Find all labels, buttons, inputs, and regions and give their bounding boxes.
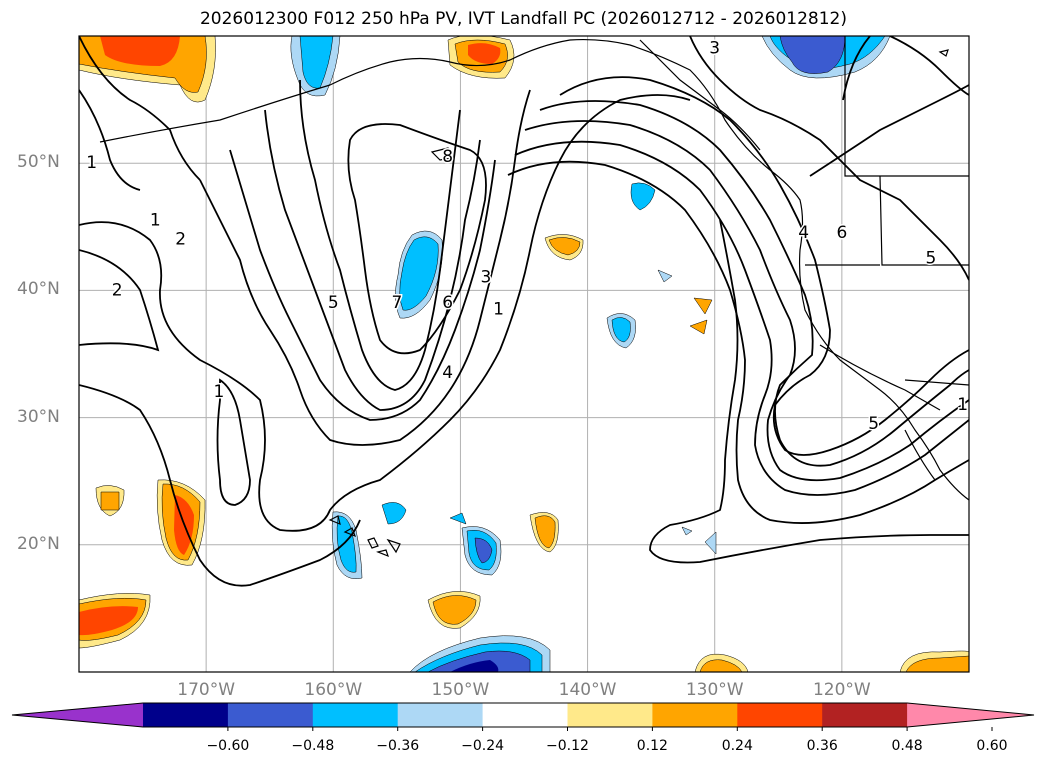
negative-anomaly-patch [630, 182, 656, 211]
map-background [79, 36, 969, 672]
pv-contour-label: 7 [391, 293, 402, 313]
pv-contour-label: 1 [150, 210, 161, 230]
longitude-label: 120°W [812, 680, 871, 700]
positive-anomaly-patch [694, 653, 749, 672]
colorbar-swatch [482, 703, 568, 727]
colorbar [11, 702, 1035, 731]
latitude-label: 30°N [17, 406, 60, 427]
colorbar-tick-label: −0.60 [206, 738, 250, 754]
colorbar-swatch [227, 703, 314, 727]
positive-anomaly-patch [689, 319, 708, 335]
colorbar-outline [11, 702, 1035, 728]
colorbar-tick-label: 0.48 [891, 738, 923, 754]
negative-anomaly-patch [461, 526, 502, 576]
colorbar-swatch [143, 703, 229, 727]
colorbar-swatch [397, 703, 484, 727]
negative-anomaly-patch [657, 269, 673, 283]
negative-anomaly-patch [606, 313, 636, 349]
pv-contour-label: 5 [925, 249, 936, 269]
negative-anomaly-patch [704, 531, 717, 555]
negative-anomaly-patch [449, 512, 467, 525]
map-title: 2026012300 F012 250 hPa PV, IVT Landfall… [199, 9, 847, 29]
colorbar-swatch [737, 703, 823, 727]
pv-contour-label: 1 [957, 395, 968, 415]
negative-anomaly-patch [331, 511, 363, 579]
positive-anomaly-patch [899, 650, 969, 672]
negative-anomaly-patch [761, 36, 891, 79]
colorbar-tick-label: −0.36 [376, 738, 420, 754]
longitude-label: 140°W [558, 680, 617, 700]
pv-contour-label: 6 [836, 223, 847, 243]
negative-anomaly-patch [409, 635, 551, 672]
positive-anomaly-patch [544, 234, 584, 261]
positive-anomaly-patch [79, 36, 216, 103]
pv-contour-label: 6 [442, 293, 453, 313]
colorbar-swatch [652, 703, 738, 727]
latitude-label: 20°N [17, 533, 60, 554]
pv-contour-label: 4 [442, 363, 453, 383]
colorbar-tick-label: −0.24 [461, 738, 505, 754]
negative-anomaly-patch [290, 36, 341, 97]
latitude-label: 50°N [17, 152, 60, 173]
positive-anomaly-patch [427, 591, 481, 629]
pv-contour-label: 5 [868, 414, 879, 434]
negative-anomaly-patch [381, 502, 407, 525]
positive-anomaly-patch [95, 485, 125, 517]
pv-contour-label: 1 [86, 153, 97, 173]
colorbar-tick-label: 0.12 [636, 738, 668, 754]
colorbar-tick-label: 0.36 [806, 738, 838, 754]
pv-contour-label: 8 [442, 147, 453, 167]
negative-anomaly-patch [681, 526, 693, 536]
positive-anomaly-patch [693, 297, 713, 315]
colorbar-tick-label: −0.12 [546, 738, 589, 754]
pv-contour-label: 2 [112, 280, 123, 300]
positive-anomaly-patch [529, 512, 559, 553]
pv-contour-label: 3 [709, 39, 720, 59]
graticule-lines [79, 36, 969, 672]
pv-contour-label: 4 [798, 223, 809, 243]
colorbar-swatch [822, 703, 908, 727]
colorbar-tick-label: 0.24 [721, 738, 753, 754]
colorbar-tick-label: 0.60 [976, 738, 1008, 754]
colorbar-swatch [312, 703, 399, 727]
pv-anomaly-shading [79, 36, 969, 672]
negative-anomaly-patch [395, 230, 443, 319]
colorbar-extend-low [12, 703, 143, 727]
positive-anomaly-patch [79, 593, 151, 649]
pv-contour-label: 1 [493, 299, 504, 319]
pv-contours [79, 36, 969, 587]
longitude-label: 130°W [685, 680, 744, 700]
pv-contour-label: 5 [328, 293, 339, 313]
pv-contour-label: 3 [480, 268, 491, 288]
pv-contour-label: 1 [213, 382, 224, 402]
longitude-label: 160°W [304, 680, 363, 700]
longitude-label: 150°W [431, 680, 490, 700]
map-frame [78, 35, 970, 673]
colorbar-extend-high [907, 703, 1034, 727]
coastlines [99, 36, 969, 501]
colorbar-swatch [567, 703, 653, 727]
longitude-label: 170°W [177, 680, 236, 700]
pv-contour-label: 2 [175, 230, 186, 250]
latitude-label: 40°N [17, 279, 60, 300]
colorbar-tick-label: −0.48 [291, 738, 335, 754]
